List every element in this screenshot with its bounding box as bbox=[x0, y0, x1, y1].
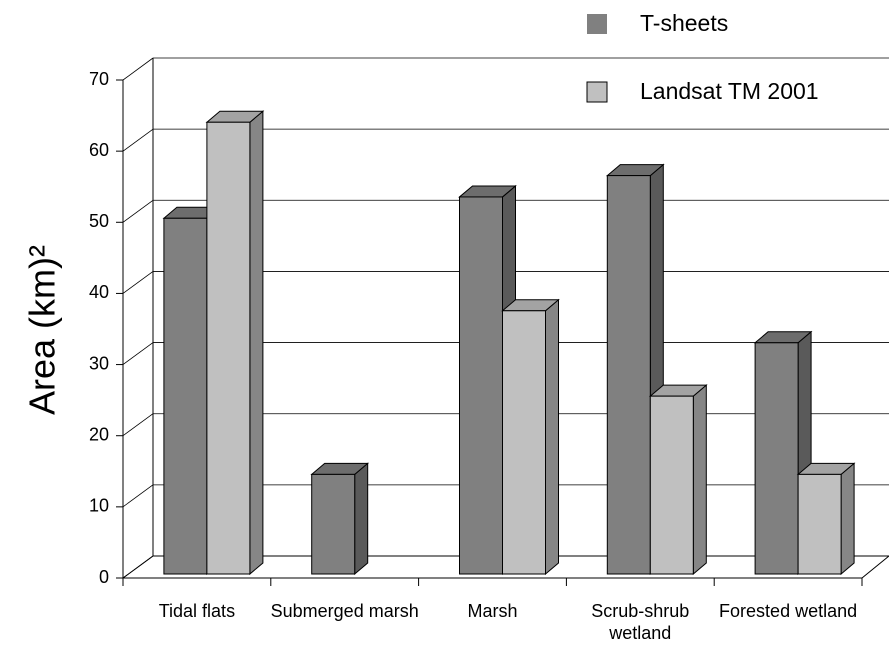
grid-line bbox=[122, 271, 889, 294]
grid-line-side bbox=[122, 413, 154, 437]
y-tick-label: 40 bbox=[89, 282, 109, 302]
y-tick-label: 0 bbox=[99, 567, 109, 587]
bar-front bbox=[754, 342, 799, 575]
x-tick-label: Tidal flats bbox=[158, 601, 236, 621]
grid-line bbox=[122, 57, 889, 81]
y-tick-label: 30 bbox=[89, 353, 109, 373]
legend-swatch bbox=[586, 81, 608, 103]
bar bbox=[796, 462, 856, 576]
bar-front bbox=[797, 473, 842, 575]
grid-line-side bbox=[122, 484, 154, 508]
y-tick-label: 50 bbox=[89, 211, 109, 231]
bar-side bbox=[545, 298, 559, 576]
bar-front bbox=[163, 217, 208, 575]
bar-front bbox=[649, 395, 694, 575]
grid-line bbox=[122, 128, 889, 152]
bar-front bbox=[502, 310, 546, 575]
y-tick-label: 10 bbox=[89, 496, 109, 516]
y-tick-label: 70 bbox=[89, 69, 109, 89]
y-tick-label: 20 bbox=[89, 424, 109, 444]
bar-side bbox=[840, 462, 855, 576]
legend-label: T-sheets bbox=[640, 10, 728, 36]
grid-line-side bbox=[122, 342, 154, 365]
grid-line-side bbox=[122, 555, 154, 579]
bar-side bbox=[249, 110, 264, 576]
y-tick-label: 60 bbox=[89, 140, 109, 160]
bar-front bbox=[311, 473, 356, 575]
bar-front bbox=[459, 196, 503, 575]
x-tick-label: Forested wetland bbox=[719, 601, 858, 621]
grid-line-side bbox=[122, 128, 154, 152]
bar-front bbox=[206, 121, 251, 575]
bar-front bbox=[606, 175, 651, 575]
bar bbox=[648, 384, 708, 576]
bar-side bbox=[692, 384, 707, 576]
x-tick-label: Scrub-shrub wetland bbox=[591, 601, 690, 643]
bar bbox=[310, 462, 370, 576]
x-tick-label: Submerged marsh bbox=[270, 601, 419, 621]
grid-line bbox=[122, 199, 889, 223]
legend-swatch bbox=[587, 14, 607, 34]
bar-side bbox=[354, 462, 369, 576]
bar bbox=[501, 298, 560, 576]
y-axis-label: Area (km)² bbox=[22, 245, 63, 415]
grid-line-side bbox=[122, 57, 154, 81]
grid-line-side bbox=[122, 271, 154, 294]
grid-line-side bbox=[122, 199, 154, 223]
bar bbox=[205, 110, 265, 576]
x-tick-label: Marsh bbox=[467, 601, 518, 621]
legend-label: Landsat TM 2001 bbox=[640, 78, 819, 104]
